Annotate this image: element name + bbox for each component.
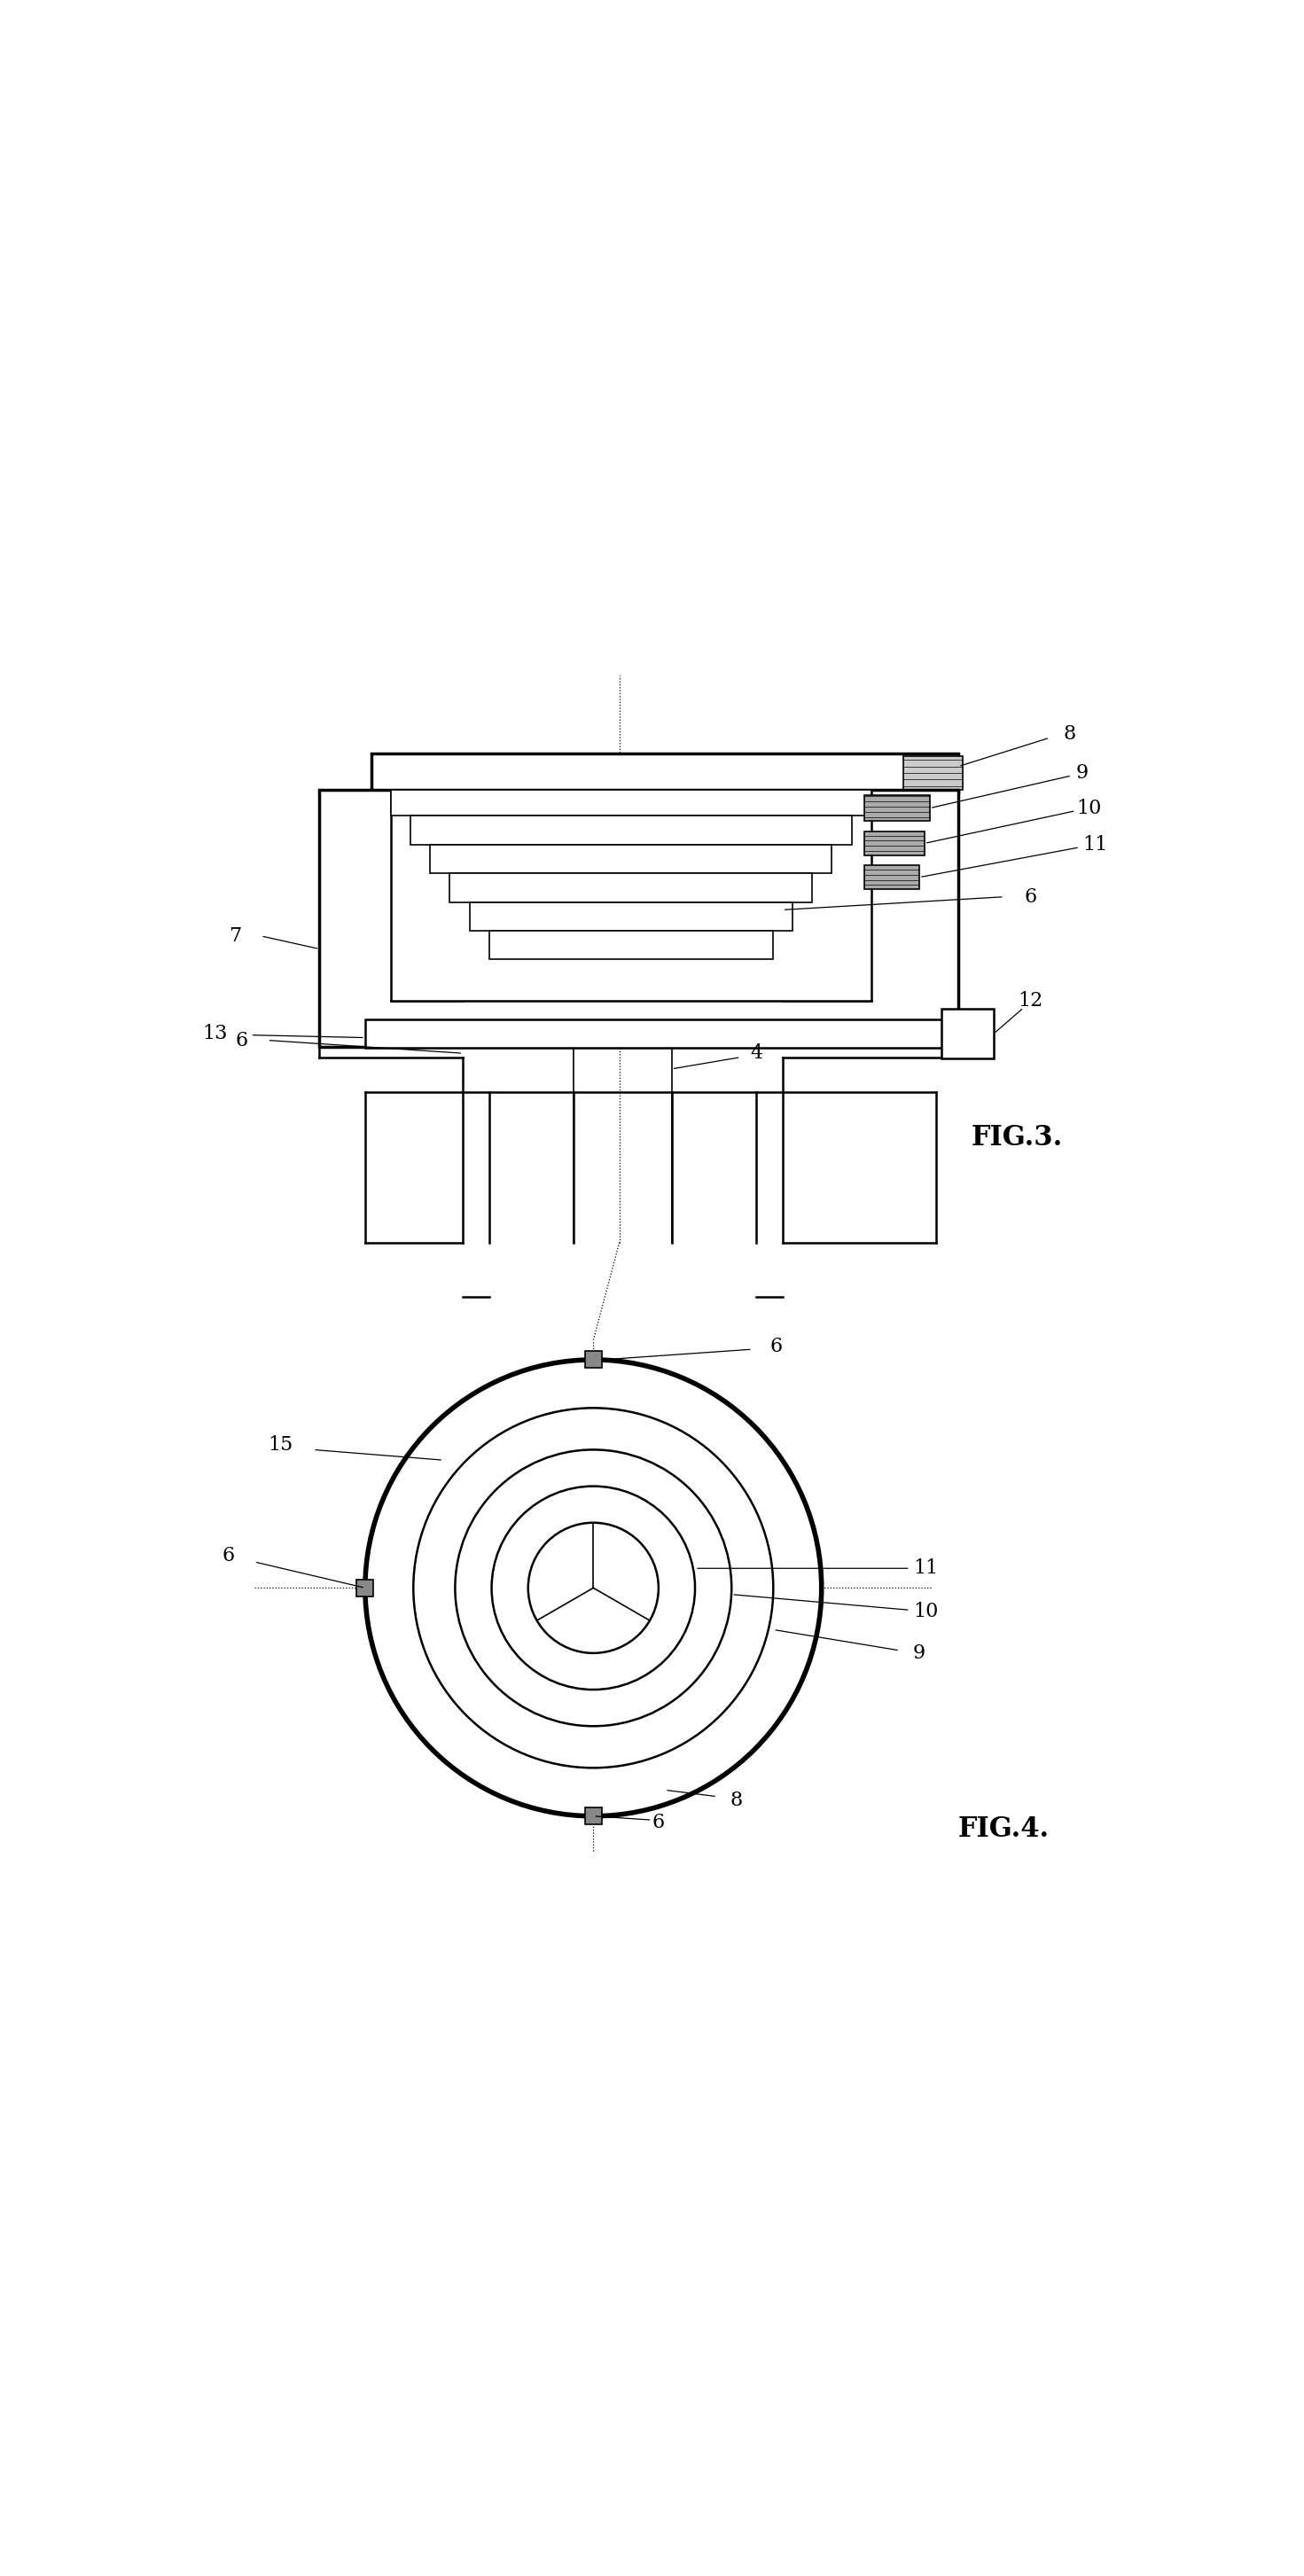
Text: 13: 13 [202,1025,228,1043]
Circle shape [365,1360,822,1816]
Text: 8: 8 [1063,724,1076,744]
Bar [904,755,962,791]
Bar [865,832,925,855]
Text: 6: 6 [235,1030,248,1051]
Bar [489,930,773,958]
Circle shape [413,1409,773,1767]
Bar [469,902,793,930]
Bar [357,1579,373,1597]
Text: 10: 10 [1076,799,1102,819]
Text: 4: 4 [750,1043,763,1064]
Bar [391,791,871,1002]
Text: 15: 15 [267,1435,293,1455]
Bar [411,817,852,845]
Bar [865,866,919,889]
Text: 9: 9 [913,1643,926,1664]
Bar [391,791,871,817]
Text: FIG.3.: FIG.3. [971,1123,1063,1151]
Text: FIG.4.: FIG.4. [958,1816,1050,1842]
Text: 11: 11 [1082,835,1108,855]
Bar [584,1352,602,1368]
Bar [941,1010,994,1059]
Text: 6: 6 [1024,886,1037,907]
Text: 6: 6 [222,1546,235,1566]
Text: 7: 7 [228,927,241,945]
Circle shape [455,1450,732,1726]
Bar [865,796,930,822]
Bar [584,1808,602,1824]
Bar [365,1020,978,1048]
Bar [372,752,958,793]
Text: 9: 9 [1076,762,1089,783]
Text: 11: 11 [913,1558,939,1579]
Text: 12: 12 [1017,992,1043,1010]
Bar [319,791,958,1046]
Text: 6: 6 [769,1337,782,1358]
Text: 10: 10 [913,1602,939,1620]
Circle shape [528,1522,659,1654]
Text: 6: 6 [652,1814,665,1832]
Bar [450,873,812,902]
Text: 8: 8 [730,1790,743,1811]
Circle shape [492,1486,695,1690]
Bar [430,845,832,873]
